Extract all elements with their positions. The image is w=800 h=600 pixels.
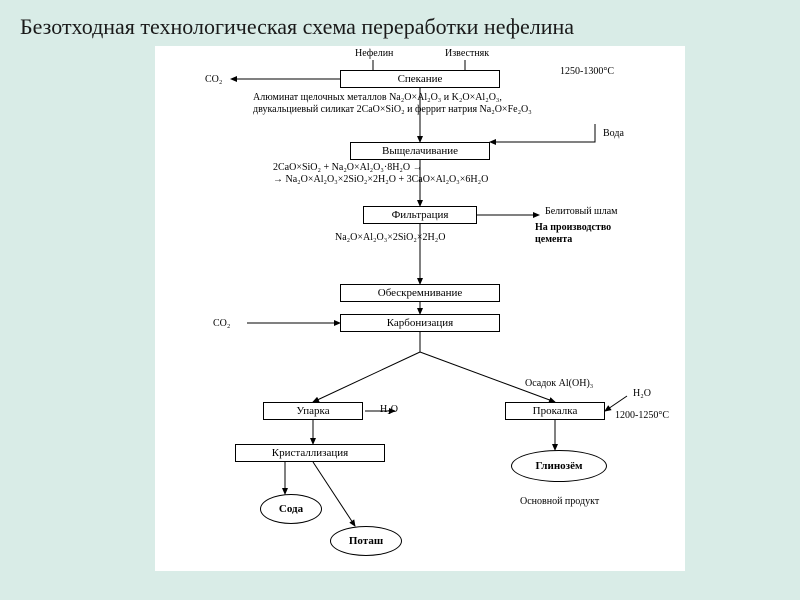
process-uparka: Упарка	[263, 402, 363, 420]
label-co2_2: CO₂	[213, 318, 230, 330]
diagram-panel: Спекание Выщелачивание Фильтрация Обескремн…	[155, 46, 685, 571]
label-aluminate: Алюминат щелочных металлов Na₂O×Al₂O₃ и …	[253, 92, 532, 115]
label-voda: Вода	[603, 128, 624, 140]
flow-arrow	[490, 124, 595, 142]
label-belit: Белитовый шлам	[545, 206, 618, 218]
slide-root: Безотходная технологическая схема перера…	[0, 0, 800, 600]
product-glinozem: Глинозём	[511, 450, 607, 482]
label-nefelin: Нефелин	[355, 48, 393, 60]
process-filtracia: Фильтрация	[363, 206, 477, 224]
label-h2o_1: H₂O	[380, 404, 398, 416]
flow-arrow	[313, 352, 420, 402]
label-izvestnyak: Известняк	[445, 48, 489, 60]
product-potash: Поташ	[330, 526, 402, 556]
label-temp1: 1250-1300°С	[560, 66, 614, 78]
flow-arrow	[313, 462, 355, 526]
process-vyschel: Выщелачивание	[350, 142, 490, 160]
arrow-layer	[155, 46, 685, 571]
label-temp2: 1200-1250°С	[615, 410, 669, 422]
slide-title: Безотходная технологическая схема перера…	[20, 14, 574, 40]
product-soda: Сода	[260, 494, 322, 524]
process-obeskrem: Обескремнивание	[340, 284, 500, 302]
label-osadok: Осадок Al(OH)₃	[525, 378, 593, 390]
process-spekanie: Спекание	[340, 70, 500, 88]
flow-arrow	[420, 352, 555, 402]
process-kristall: Кристаллизация	[235, 444, 385, 462]
label-co2_1: CO₂	[205, 74, 222, 86]
flow-arrow	[605, 396, 627, 411]
label-osnprod: Основной продукт	[520, 496, 599, 508]
label-cement: На производство цемента	[535, 222, 611, 245]
process-karboniz: Карбонизация	[340, 314, 500, 332]
process-prokalka: Прокалка	[505, 402, 605, 420]
label-h2o_2: H₂O	[633, 388, 651, 400]
label-formula2: Na₂O×Al₂O₃×2SiO₂×2H₂O	[335, 232, 445, 244]
label-reaction1: 2CaO×SiO₂ + Na₂O×Al₂O₃·8H₂O → → Na₂O×Al₂…	[273, 162, 488, 185]
